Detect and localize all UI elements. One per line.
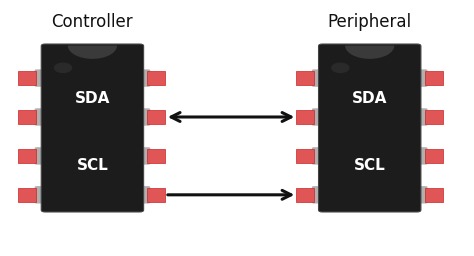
Text: SDA: SDA bbox=[75, 91, 110, 106]
FancyBboxPatch shape bbox=[415, 108, 428, 126]
Bar bbox=[425, 71, 443, 85]
FancyBboxPatch shape bbox=[415, 69, 428, 87]
FancyBboxPatch shape bbox=[138, 147, 150, 165]
FancyBboxPatch shape bbox=[415, 147, 428, 165]
Text: SDA: SDA bbox=[352, 91, 387, 106]
Bar bbox=[147, 110, 165, 124]
FancyBboxPatch shape bbox=[312, 69, 324, 87]
Bar bbox=[147, 71, 165, 85]
FancyBboxPatch shape bbox=[41, 44, 144, 212]
Text: SCL: SCL bbox=[354, 158, 385, 173]
Bar bbox=[296, 188, 314, 202]
Wedge shape bbox=[345, 46, 394, 59]
Bar bbox=[296, 110, 314, 124]
Text: Peripheral: Peripheral bbox=[328, 13, 412, 31]
Text: Controller: Controller bbox=[52, 13, 133, 31]
FancyBboxPatch shape bbox=[415, 186, 428, 204]
Bar bbox=[425, 149, 443, 163]
FancyBboxPatch shape bbox=[35, 147, 47, 165]
Bar bbox=[18, 71, 36, 85]
FancyBboxPatch shape bbox=[138, 69, 150, 87]
Bar bbox=[147, 149, 165, 163]
Wedge shape bbox=[68, 46, 117, 59]
Bar bbox=[18, 149, 36, 163]
FancyBboxPatch shape bbox=[35, 69, 47, 87]
Bar bbox=[296, 149, 314, 163]
FancyBboxPatch shape bbox=[35, 186, 47, 204]
Bar bbox=[147, 188, 165, 202]
FancyBboxPatch shape bbox=[312, 147, 324, 165]
FancyBboxPatch shape bbox=[319, 44, 421, 212]
FancyBboxPatch shape bbox=[312, 186, 324, 204]
Bar bbox=[18, 110, 36, 124]
FancyBboxPatch shape bbox=[138, 186, 150, 204]
Text: SCL: SCL bbox=[77, 158, 108, 173]
Circle shape bbox=[55, 63, 72, 72]
FancyBboxPatch shape bbox=[35, 108, 47, 126]
Circle shape bbox=[332, 63, 349, 72]
Bar bbox=[425, 188, 443, 202]
FancyBboxPatch shape bbox=[312, 108, 324, 126]
Bar bbox=[18, 188, 36, 202]
Bar bbox=[296, 71, 314, 85]
Bar bbox=[425, 110, 443, 124]
FancyBboxPatch shape bbox=[138, 108, 150, 126]
